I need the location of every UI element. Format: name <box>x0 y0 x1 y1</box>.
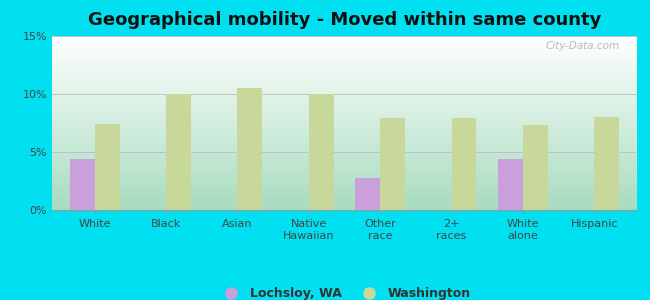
Text: City-Data.com: City-Data.com <box>545 41 619 51</box>
Bar <box>498 159 523 210</box>
Bar <box>166 94 191 210</box>
Title: Geographical mobility - Moved within same county: Geographical mobility - Moved within sam… <box>88 11 601 29</box>
Bar <box>309 94 334 210</box>
Bar <box>70 159 95 210</box>
Bar <box>523 125 548 210</box>
Bar <box>355 178 380 210</box>
Bar <box>380 118 405 210</box>
Bar <box>594 117 619 210</box>
Bar <box>95 124 120 210</box>
Bar <box>452 118 476 210</box>
Bar <box>237 88 263 210</box>
Legend: Lochsloy, WA, Washington: Lochsloy, WA, Washington <box>213 282 476 300</box>
